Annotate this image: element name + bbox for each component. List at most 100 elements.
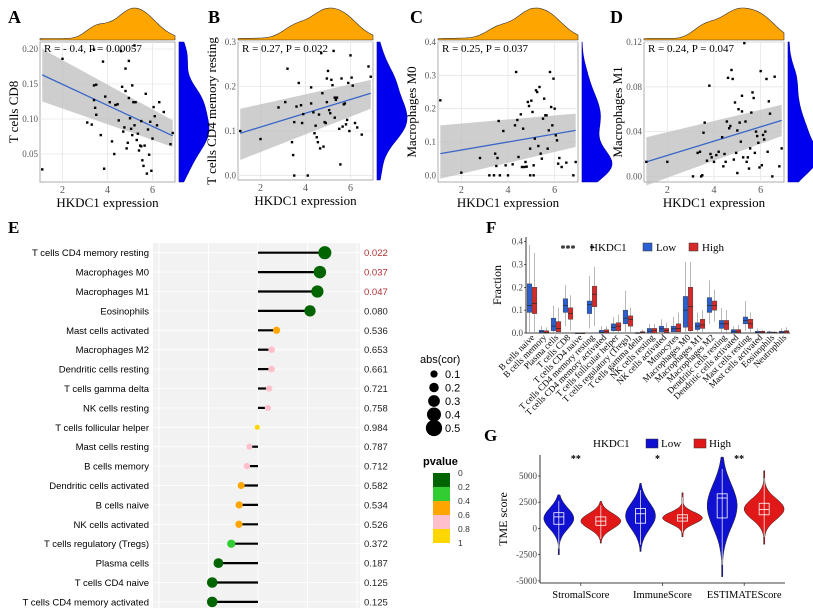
regression-line: [41, 74, 174, 137]
data-point: [528, 174, 532, 177]
regression-line: [646, 119, 782, 163]
data-point: [574, 160, 577, 164]
data-point: [666, 160, 669, 164]
data-point: [506, 174, 510, 177]
y-tick-label: 0.1: [425, 137, 436, 147]
data-point: [127, 59, 131, 63]
data-point: [764, 130, 767, 133]
data-point: [149, 120, 152, 123]
data-point: [360, 133, 363, 136]
data-point: [151, 137, 154, 140]
data-point: [698, 150, 702, 153]
row-label: Dendritic cells resting: [59, 365, 149, 376]
data-point: [547, 129, 551, 132]
data-point: [129, 127, 133, 130]
pvalue-label: 0.037: [364, 268, 388, 279]
data-point: [488, 174, 491, 177]
data-point: [123, 126, 126, 129]
row-label: Mast cells activated: [66, 326, 149, 337]
color-legend-label: 0: [458, 468, 463, 478]
data-point: [331, 83, 334, 87]
data-point: [153, 115, 156, 118]
x-axis-title: HKDC1 expression: [56, 195, 159, 210]
box: [526, 283, 532, 313]
data-point: [530, 99, 533, 102]
data-point: [761, 133, 765, 137]
data-point: [114, 103, 117, 107]
data-point: [720, 136, 724, 139]
panel-label: D: [610, 7, 623, 27]
y-tick-label: 2500: [519, 497, 538, 507]
data-point: [93, 106, 97, 109]
data-point: [340, 77, 343, 80]
data-point: [313, 132, 316, 135]
data-point: [291, 153, 295, 157]
violin-box: [758, 502, 770, 516]
y-tick-label: 0.04: [626, 127, 642, 137]
lollipop-dot: [206, 596, 218, 608]
lollipop-dot: [272, 326, 281, 334]
panel-g: G -5000 -2500 0 2500 5000 TME score HKDC1 Low Hig…: [484, 426, 785, 601]
data-point: [737, 108, 740, 111]
x-tick-label: 6: [552, 185, 557, 196]
data-point: [540, 157, 544, 160]
row-label: B cells naive: [96, 500, 149, 511]
pvalue-label: 0.526: [364, 520, 388, 531]
y-tick-label: 0.3: [512, 259, 524, 269]
data-point: [528, 147, 532, 150]
row-label: Mast cells resting: [76, 442, 149, 453]
data-point: [755, 134, 759, 138]
data-point: [145, 172, 149, 175]
data-point: [259, 137, 262, 141]
lollipop-dot: [235, 501, 243, 509]
x-tick-label: ESTIMATEScore: [707, 590, 782, 601]
data-point: [348, 129, 351, 133]
box: [550, 317, 556, 331]
legend-label-high: High: [709, 438, 732, 450]
data-point: [347, 81, 350, 85]
data-point: [155, 124, 159, 127]
x-tick-label: StromalScore: [552, 590, 609, 601]
data-point: [162, 110, 165, 114]
data-point: [126, 141, 129, 144]
data-point: [560, 165, 563, 169]
data-point: [116, 103, 119, 106]
data-point: [171, 131, 174, 135]
data-point: [41, 168, 44, 171]
pvalue-label: 0.372: [364, 539, 388, 550]
data-point: [329, 112, 332, 115]
pvalue-label: 0.721: [364, 384, 388, 395]
data-point: [339, 163, 342, 166]
lollipop-dot: [304, 305, 316, 317]
data-point: [158, 101, 161, 104]
lollipop-dot: [213, 558, 224, 568]
data-point: [525, 165, 528, 168]
data-point: [514, 70, 518, 74]
y-density: [581, 41, 613, 183]
data-point: [460, 171, 463, 174]
row-label: Dendritic cells activated: [49, 481, 149, 492]
data-point: [517, 155, 520, 159]
y-tick-label: 0.15: [22, 79, 38, 89]
x-density: [643, 7, 785, 41]
data-point: [696, 151, 699, 155]
data-point: [548, 70, 552, 74]
significance-mark: **: [571, 454, 581, 465]
y-tick-label: 0.2: [225, 82, 236, 92]
x-axis-title: HKDC1 expression: [457, 195, 560, 210]
panel-label: G: [484, 426, 497, 445]
data-point: [309, 102, 313, 105]
box: [604, 329, 610, 334]
data-point: [134, 101, 137, 104]
data-point: [715, 153, 718, 157]
legend-label-low: Low: [656, 242, 676, 254]
legend-swatch-low: [642, 242, 653, 252]
data-point: [316, 140, 320, 144]
data-point: [95, 113, 98, 116]
data-point: [767, 100, 771, 103]
lollipop-dot: [206, 577, 218, 588]
data-point: [324, 121, 327, 125]
box: [706, 297, 712, 313]
significance-mark: *: [590, 244, 595, 255]
data-point: [745, 160, 748, 164]
